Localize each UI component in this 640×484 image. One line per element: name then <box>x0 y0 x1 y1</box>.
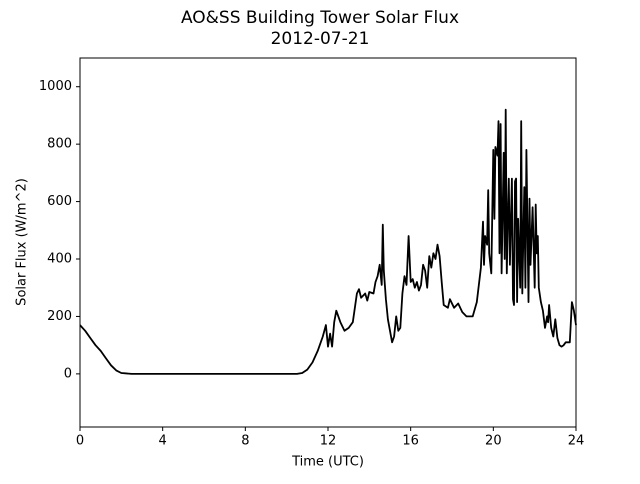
y-tick-label: 1000 <box>39 79 72 94</box>
x-tick-label: 16 <box>402 434 419 449</box>
x-tick-label: 4 <box>159 434 167 449</box>
series-line <box>79 108 577 375</box>
y-tick-label: 0 <box>64 366 72 381</box>
chart-subtitle: 2012-07-21 <box>271 29 370 49</box>
x-tick-label: 8 <box>241 434 249 449</box>
x-tick-label: 20 <box>485 434 502 449</box>
y-tick-label: 400 <box>47 252 72 267</box>
x-tick-label: 0 <box>76 434 84 449</box>
x-tick-label: 12 <box>320 434 337 449</box>
x-tick-label: 24 <box>568 434 585 449</box>
plot-frame <box>79 57 577 428</box>
x-axis-label: Time (UTC) <box>291 455 364 470</box>
y-tick-label: 600 <box>47 194 72 209</box>
y-axis-label: Solar Flux (W/m^2) <box>15 178 30 306</box>
y-tick-label: 800 <box>47 137 72 152</box>
y-tick-label: 200 <box>47 309 72 324</box>
chart-title: AO&SS Building Tower Solar Flux <box>181 8 459 28</box>
